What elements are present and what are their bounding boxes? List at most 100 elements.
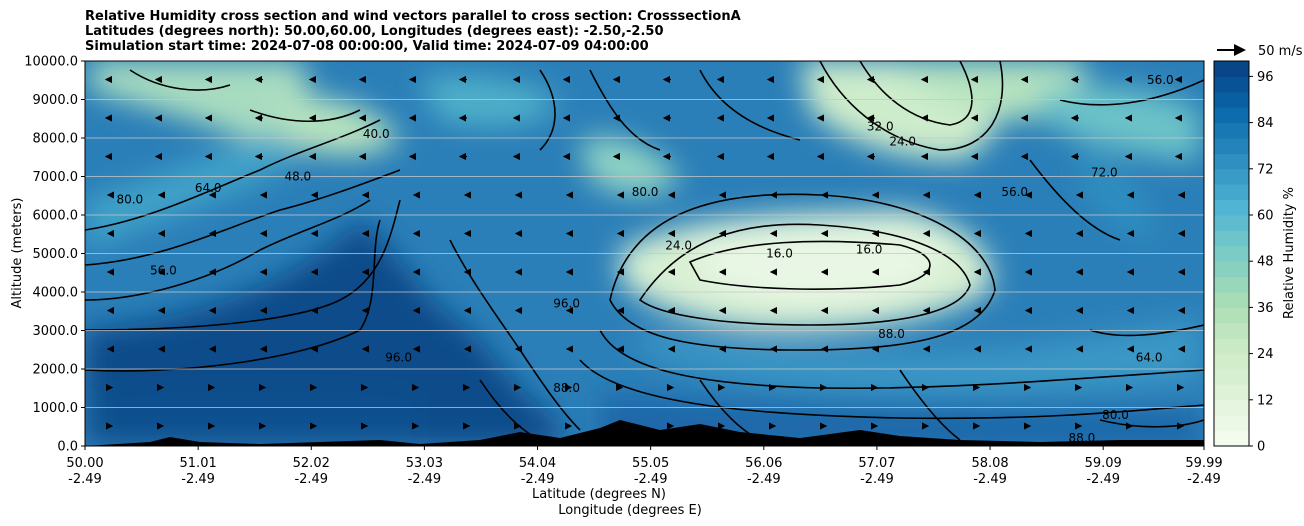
colorbar-band (1214, 384, 1249, 401)
colorbar-tick-label: 84 (1257, 116, 1274, 131)
contour-label: 56.0 (1147, 73, 1174, 87)
colorbar-tick-label: 48 (1257, 255, 1274, 270)
colorbar-band (1214, 276, 1249, 293)
contour-label: 64.0 (1136, 350, 1163, 364)
x-axis: 50.00-2.4951.01-2.4952.02-2.4953.03-2.49… (66, 446, 1223, 487)
x-tick-lon: -2.49 (294, 472, 328, 487)
x-tick-lon: -2.49 (747, 472, 781, 487)
x-axis-label-lon: Longitude (degrees E) (558, 503, 702, 518)
colorbar-band (1214, 338, 1249, 355)
contour-label: 80.0 (116, 192, 143, 206)
x-tick-lon: -2.49 (521, 472, 555, 487)
contour-label: 24.0 (665, 239, 692, 253)
contour-label: 88.0 (878, 327, 905, 341)
colorbar-tick-label: 36 (1257, 301, 1274, 316)
title-line-1: Relative Humidity cross section and wind… (85, 9, 741, 24)
colorbar-band (1214, 91, 1249, 108)
contour-label: 24.0 (889, 135, 916, 149)
contour-label: 88.0 (1069, 431, 1096, 445)
x-tick-lat: 50.00 (66, 456, 103, 471)
contour-label: 40.0 (363, 127, 390, 141)
contour-label: 64.0 (195, 181, 222, 195)
x-tick-lat: 59.99 (1185, 456, 1222, 471)
colorbar-band (1214, 199, 1249, 216)
y-tick-label: 8000.0 (33, 132, 79, 147)
colorbar-band (1214, 168, 1249, 185)
colorbar-band (1214, 184, 1249, 201)
x-tick-lat: 54.04 (519, 456, 556, 471)
x-axis-label-lat: Latitude (degrees N) (532, 487, 666, 502)
colorbar-band (1214, 322, 1249, 339)
x-tick-lon: -2.49 (860, 472, 894, 487)
colorbar-tick-label: 12 (1257, 393, 1274, 408)
colorbar-band (1214, 153, 1249, 170)
y-axis: 0.0 1000.0 2000.0 3000.0 4000.0 5000.0 6000.0 7… (24, 55, 85, 455)
colorbar-tick-label: 60 (1257, 209, 1274, 224)
x-tick-lat: 59.09 (1085, 456, 1122, 471)
colorbar-band (1214, 122, 1249, 139)
y-tick-label: 2000.0 (33, 363, 79, 378)
x-tick-lat: 55.05 (632, 456, 669, 471)
x-tick-lat: 58.08 (971, 456, 1008, 471)
x-tick-lon: -2.49 (181, 472, 215, 487)
colorbar-band (1214, 399, 1249, 416)
colorbar-band (1214, 230, 1249, 247)
contour-label: 80.0 (1102, 408, 1129, 422)
y-tick-label: 1000.0 (33, 401, 79, 416)
colorbar-band (1214, 415, 1249, 432)
x-tick-lat: 56.06 (745, 456, 782, 471)
colorbar-band (1214, 61, 1249, 77)
x-tick-lat: 52.02 (293, 456, 330, 471)
contour-label: 48.0 (284, 169, 311, 183)
contour-label: 16.0 (856, 243, 883, 257)
colorbar-band (1214, 261, 1249, 278)
contour-label: 56.0 (1001, 185, 1028, 199)
y-tick-label: 9000.0 (33, 93, 79, 108)
wind-key-label: 50 m/s (1258, 44, 1303, 59)
colorbar (1214, 61, 1249, 447)
y-tick-label: 7000.0 (33, 170, 79, 185)
contour-label: 88.0 (553, 381, 580, 395)
colorbar-band (1214, 430, 1249, 447)
contour-label: 56.0 (150, 264, 177, 278)
contour-label: 16.0 (766, 246, 793, 260)
contour-label: 72.0 (1091, 166, 1118, 180)
colorbar-band (1214, 245, 1249, 262)
y-tick-label: 3000.0 (33, 324, 79, 339)
contour-label: 96.0 (385, 350, 412, 364)
colorbar-band (1214, 292, 1249, 308)
x-tick-lat: 53.03 (406, 456, 443, 471)
colorbar-tick-label: 96 (1257, 70, 1274, 85)
y-tick-label: 5000.0 (33, 247, 79, 262)
x-tick-lon: -2.49 (1086, 472, 1120, 487)
colorbar-band (1214, 138, 1249, 154)
colorbar-tick-label: 0 (1257, 440, 1265, 455)
title-line-2: Latitudes (degrees north): 50.00,60.00, … (85, 24, 664, 39)
colorbar-tick-label: 24 (1257, 347, 1274, 362)
colorbar-band (1214, 107, 1249, 124)
colorbar-band (1214, 353, 1249, 370)
colorbar-band (1214, 369, 1249, 385)
x-tick-lat: 51.01 (180, 456, 217, 471)
x-tick-lon: -2.49 (1187, 472, 1221, 487)
chart-title: Relative Humidity cross section and wind… (85, 9, 741, 54)
colorbar-label: Relative Humidity % (1282, 187, 1297, 319)
x-tick-lon: -2.49 (68, 472, 102, 487)
y-tick-label: 6000.0 (33, 209, 79, 224)
contour-label: 96.0 (553, 296, 580, 310)
colorbar-band (1214, 215, 1249, 231)
colorbar-tick-label: 72 (1257, 162, 1274, 177)
y-tick-label: 4000.0 (33, 286, 79, 301)
colorbar-band (1214, 307, 1249, 324)
colorbar-band (1214, 76, 1249, 93)
y-tick-label: 0.0 (57, 440, 78, 455)
title-line-3: Simulation start time: 2024-07-08 00:00:… (85, 39, 649, 54)
colorbar-frame (1213, 60, 1250, 447)
x-tick-lon: -2.49 (408, 472, 442, 487)
y-tick-label: 10000.0 (24, 55, 78, 70)
x-tick-lon: -2.49 (634, 472, 668, 487)
contour-label: 80.0 (632, 185, 659, 199)
y-axis-label: Altitude (meters) (10, 198, 25, 309)
x-tick-lon: -2.49 (973, 472, 1007, 487)
